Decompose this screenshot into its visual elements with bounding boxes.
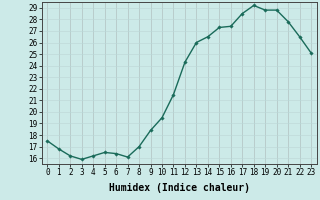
X-axis label: Humidex (Indice chaleur): Humidex (Indice chaleur)	[109, 183, 250, 193]
